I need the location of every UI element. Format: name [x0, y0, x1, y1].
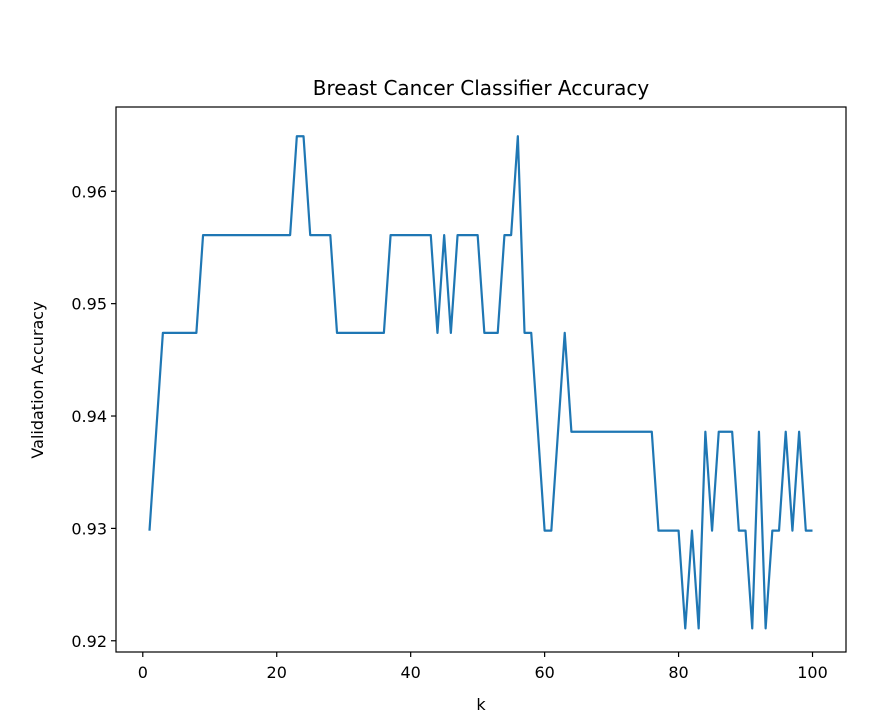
x-tick-label: 100	[797, 663, 828, 682]
x-tick-label: 40	[400, 663, 420, 682]
x-tick-label: 80	[668, 663, 688, 682]
axes-frame	[115, 106, 847, 653]
y-tick-label: 0.92	[71, 632, 107, 651]
y-tick-label: 0.96	[71, 182, 107, 201]
y-tick-label: 0.95	[71, 295, 107, 314]
x-tick-label: 60	[534, 663, 554, 682]
x-tick-label: 0	[138, 663, 148, 682]
x-axis: 0 20 40 60 80 100	[138, 652, 828, 682]
x-axis-label: k	[476, 695, 486, 714]
y-axis: 0.92 0.93 0.94 0.95 0.96	[71, 182, 116, 651]
y-tick-label: 0.94	[71, 407, 107, 426]
x-tick-label: 20	[267, 663, 287, 682]
plot-area	[148, 135, 813, 630]
y-tick-label: 0.93	[71, 519, 107, 538]
y-axis-label: Validation Accuracy	[28, 301, 47, 458]
series-line-0	[148, 135, 813, 630]
chart-title: Breast Cancer Classifier Accuracy	[313, 76, 650, 100]
